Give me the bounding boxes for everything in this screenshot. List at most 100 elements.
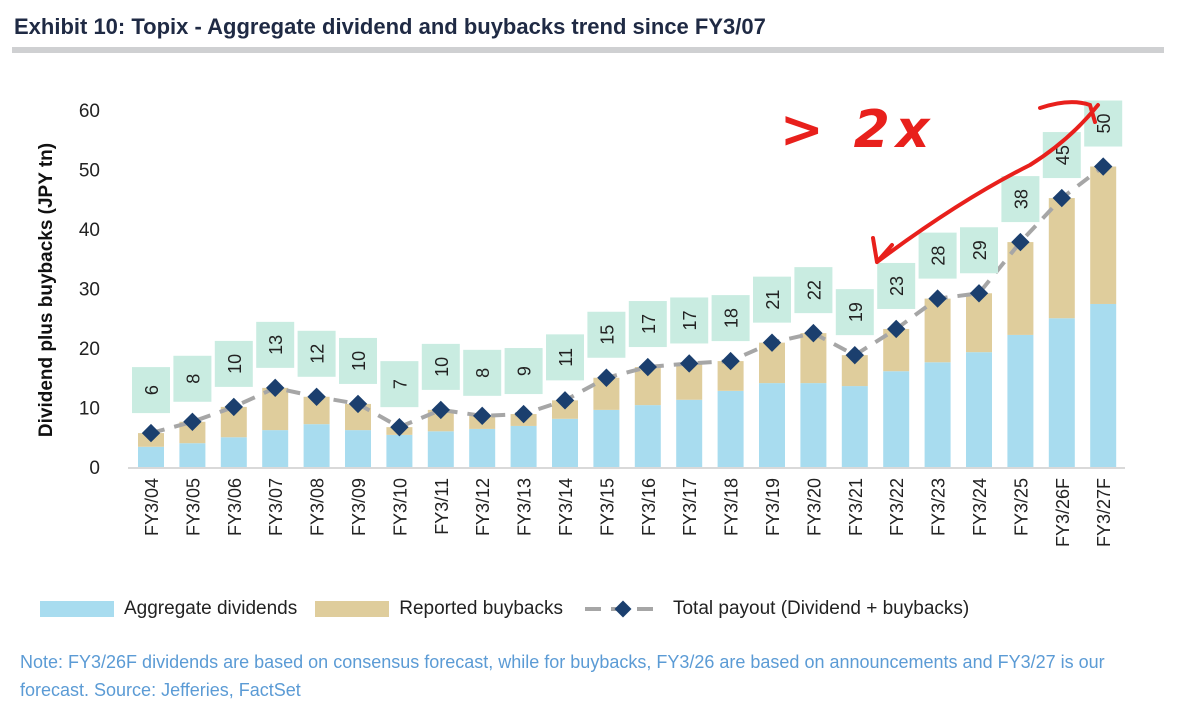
x-tick-label: FY3/07 (266, 478, 286, 536)
x-tick-label: FY3/04 (142, 478, 162, 536)
data-label-box (877, 262, 916, 309)
data-label: 29 (970, 240, 990, 260)
data-label-box (504, 348, 543, 395)
x-tick-label: FY3/17 (680, 478, 700, 536)
bar-dividends (386, 434, 413, 467)
x-tick-label: FY3/05 (183, 478, 203, 536)
total-payout-marker (969, 284, 989, 303)
y-tick-label: 40 (79, 220, 100, 241)
bar-dividends (510, 425, 537, 467)
x-tick-label: FY3/27F (1094, 478, 1114, 547)
data-label-box (711, 295, 750, 342)
data-label-box (587, 311, 626, 358)
total-payout-marker (845, 345, 864, 365)
x-tick-label: FY3/11 (432, 478, 452, 535)
total-payout-marker (183, 412, 202, 431)
bar-dividends (841, 386, 868, 467)
x-tick-label: FY3/20 (804, 478, 824, 536)
data-label: 15 (597, 325, 617, 345)
total-payout-marker (804, 323, 823, 343)
data-label: 21 (763, 290, 783, 310)
data-label-box (421, 343, 460, 390)
x-tick-label: FY3/10 (390, 478, 410, 536)
data-label: 10 (432, 357, 452, 377)
total-payout-marker (721, 351, 740, 371)
data-label-box (628, 301, 667, 348)
total-payout-marker (680, 354, 699, 373)
data-label: 13 (266, 335, 286, 355)
bar-buybacks (552, 400, 578, 419)
annotation-arrow (871, 100, 1100, 264)
bar-dividends (1090, 303, 1117, 467)
total-payout-marker (1011, 232, 1030, 252)
data-label-box (214, 340, 253, 387)
x-tick-label: FY3/08 (308, 478, 328, 536)
data-label-box (546, 334, 584, 381)
x-tick-label: FY3/23 (929, 478, 949, 536)
bar-dividends (1048, 318, 1075, 467)
legend-item-buybacks: Reported buybacks (315, 598, 563, 620)
data-label-box (256, 321, 295, 368)
x-tick-label: FY3/13 (515, 478, 535, 536)
total-payout-marker (141, 423, 161, 443)
bar-dividends (883, 371, 910, 467)
y-tick-label: 30 (79, 280, 100, 301)
data-label: 17 (680, 310, 700, 330)
bar-buybacks (179, 421, 206, 444)
x-tick-label: FY3/18 (722, 478, 742, 536)
bar-dividends (924, 362, 951, 467)
data-label-box (297, 330, 336, 377)
total-payout-marker (307, 387, 326, 406)
legend-swatch-buybacks (315, 601, 390, 617)
data-label: 28 (929, 246, 949, 266)
bar-dividends (676, 399, 703, 467)
y-tick-label: 0 (89, 458, 100, 479)
legend-label-dividends: Aggregate dividends (124, 598, 298, 619)
total-payout-marker (597, 368, 616, 387)
bar-dividends (966, 352, 992, 467)
bar-dividends (179, 443, 206, 467)
data-label: 23 (887, 276, 907, 296)
bar-dividends (759, 383, 785, 467)
total-payout-marker (1052, 188, 1071, 208)
y-tick-label: 20 (79, 339, 100, 360)
total-payout-marker (348, 394, 368, 414)
data-label: 50 (1094, 114, 1114, 134)
data-label: 17 (639, 314, 659, 334)
bar-dividends (138, 446, 164, 467)
y-tick-label: 50 (79, 161, 100, 182)
bar-buybacks (966, 293, 992, 353)
data-label-box (918, 232, 957, 279)
total-payout-marker (390, 417, 409, 437)
total-payout-marker (887, 319, 906, 339)
bar-buybacks (1048, 198, 1075, 319)
bar-dividends (800, 383, 827, 467)
bar-dividends (593, 409, 620, 467)
data-label-box (380, 361, 419, 408)
data-label: 10 (349, 351, 369, 371)
data-label-box (835, 289, 874, 336)
total-payout-marker (473, 406, 492, 426)
x-tick-label: FY3/14 (556, 478, 576, 536)
data-label: 22 (804, 280, 824, 300)
legend-label-total: Total payout (Dividend + buybacks) (672, 598, 970, 619)
data-label: 11 (556, 348, 576, 367)
x-tick-label: FY3/25 (1011, 478, 1031, 536)
x-tick-label: FY3/15 (597, 478, 617, 536)
data-label: 18 (722, 308, 742, 328)
data-label-box (794, 267, 833, 314)
data-label: 9 (515, 366, 535, 376)
x-tick-label: FY3/09 (349, 478, 369, 536)
data-label: 10 (225, 354, 245, 374)
data-label-box (1001, 176, 1040, 223)
total-payout-marker (431, 400, 450, 420)
bar-dividends (427, 431, 454, 467)
data-label-box (960, 227, 998, 274)
x-tick-label: FY3/26F (1053, 478, 1073, 547)
data-label-box (339, 337, 377, 384)
bar-dividends (262, 430, 289, 467)
total-payout-marker (762, 333, 782, 352)
total-payout-marker (1094, 157, 1113, 176)
bar-buybacks (1090, 166, 1117, 304)
y-tick-label: 60 (79, 101, 100, 122)
